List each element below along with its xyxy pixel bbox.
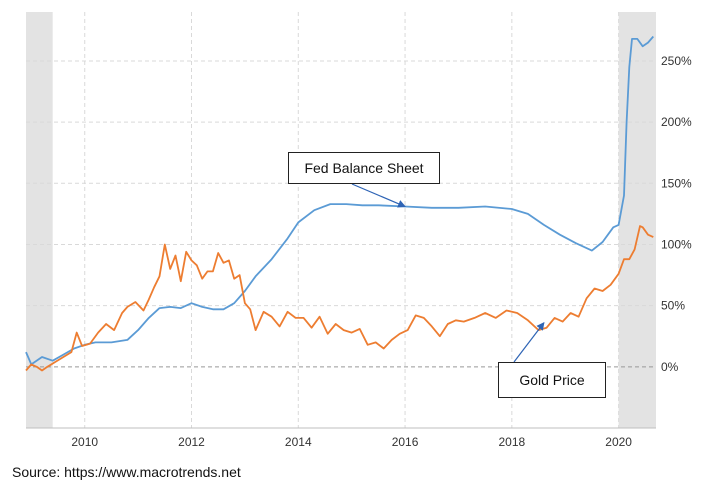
tick-labels: 2010 2012 2014 2016 2018 2020 0% 50% 100% 150% 200…: [71, 54, 692, 449]
x-tick-label: 2018: [498, 435, 525, 449]
x-tick-label: 2012: [178, 435, 205, 449]
y-tick-label: 150%: [661, 176, 692, 190]
y-tick-label: 250%: [661, 54, 692, 68]
recession-bands: [26, 12, 656, 428]
x-tick-label: 2010: [71, 435, 98, 449]
x-tick-label: 2016: [392, 435, 419, 449]
x-tick-label: 2014: [285, 435, 312, 449]
series-line-gold-price: [25, 225, 654, 372]
annotation-arrows: [351, 183, 545, 363]
fed-balance-sheet-annotation: Fed Balance Sheet: [288, 152, 440, 184]
y-tick-label: 100%: [661, 237, 692, 251]
recession-band-1: [618, 12, 656, 428]
series-line-fed-balance-sheet: [25, 35, 654, 366]
y-tick-label: 50%: [661, 299, 685, 313]
gridlines: [26, 12, 656, 428]
gold-price-annotation: Gold Price: [498, 362, 606, 398]
source-caption: Source: https://www.macrotrends.net: [12, 464, 241, 480]
y-tick-label: 0%: [661, 360, 679, 374]
annotation-arrow-1: [513, 321, 545, 363]
x-tick-label: 2020: [605, 435, 632, 449]
annotation-arrow-0: [351, 183, 406, 208]
series-lines: [25, 35, 654, 372]
y-tick-label: 200%: [661, 115, 692, 129]
